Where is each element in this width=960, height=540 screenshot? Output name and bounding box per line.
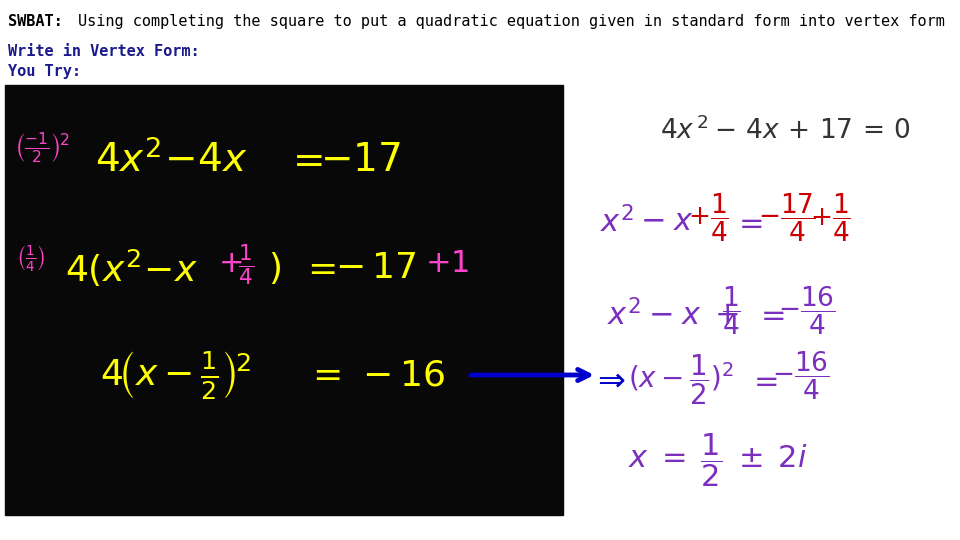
- Text: $-\,17$: $-\,17$: [335, 251, 416, 285]
- Text: $)$: $)$: [268, 250, 281, 286]
- Text: $\left(\frac{-1}{2}\right)^{\!2}$: $\left(\frac{-1}{2}\right)^{\!2}$: [14, 131, 69, 165]
- Text: $+\dfrac{1}{4}$: $+\dfrac{1}{4}$: [688, 192, 729, 244]
- Text: $\Rightarrow$: $\Rightarrow$: [591, 363, 626, 396]
- Text: $+\!\frac{1}{4}$: $+\!\frac{1}{4}$: [218, 242, 254, 288]
- Text: $+1$: $+1$: [425, 249, 469, 279]
- Text: $-\;x\;+$: $-\;x\;+$: [648, 300, 738, 329]
- Text: You Try:: You Try:: [8, 64, 81, 79]
- Text: $=$: $=$: [733, 207, 763, 237]
- Text: $4(x^2\!-\!x$: $4(x^2\!-\!x$: [65, 247, 199, 288]
- Text: $(x-\dfrac{1}{2})^2$: $(x-\dfrac{1}{2})^2$: [628, 353, 734, 407]
- Text: $=$: $=$: [285, 141, 324, 179]
- Text: $4\!\left(x-\frac{1}{2}\right)^{\!2}$: $4\!\left(x-\frac{1}{2}\right)^{\!2}$: [100, 349, 252, 401]
- Text: $4x^2\!-\!4x$: $4x^2\!-\!4x$: [95, 140, 248, 180]
- Text: Write in Vertex Form:: Write in Vertex Form:: [8, 44, 200, 59]
- Text: $\left(\frac{1}{4}\right)$: $\left(\frac{1}{4}\right)$: [16, 243, 45, 273]
- Text: $x^2$: $x^2$: [600, 206, 634, 238]
- Text: $-\dfrac{16}{4}$: $-\dfrac{16}{4}$: [778, 285, 835, 337]
- Text: $x\;=\;\dfrac{1}{2}\;\pm\;2i$: $x\;=\;\dfrac{1}{2}\;\pm\;2i$: [628, 431, 807, 489]
- Text: $\dfrac{1}{4}$: $\dfrac{1}{4}$: [722, 285, 741, 337]
- Text: $-\;x$: $-\;x$: [640, 207, 694, 237]
- Text: $=$: $=$: [300, 251, 336, 285]
- Bar: [5, 85, 563, 515]
- Text: $=\,-16$: $=\,-16$: [305, 358, 445, 392]
- Text: SWBAT:: SWBAT:: [8, 14, 62, 29]
- Text: $-\dfrac{16}{4}$: $-\dfrac{16}{4}$: [772, 350, 829, 402]
- Text: $+$: $+$: [810, 205, 831, 231]
- Text: $=$: $=$: [748, 366, 779, 395]
- Text: $=$: $=$: [755, 300, 785, 329]
- Text: Using completing the square to put a quadratic equation given in standard form i: Using completing the square to put a qua…: [78, 14, 945, 29]
- Text: $x^2$: $x^2$: [607, 299, 640, 331]
- Text: $4x^{\,2}-\,4x\,+\,17\,=\,0$: $4x^{\,2}-\,4x\,+\,17\,=\,0$: [660, 116, 911, 144]
- Text: $\dfrac{1}{4}$: $\dfrac{1}{4}$: [832, 192, 851, 244]
- Text: $-17$: $-17$: [320, 141, 401, 179]
- Text: $-\dfrac{17}{4}$: $-\dfrac{17}{4}$: [758, 192, 816, 244]
